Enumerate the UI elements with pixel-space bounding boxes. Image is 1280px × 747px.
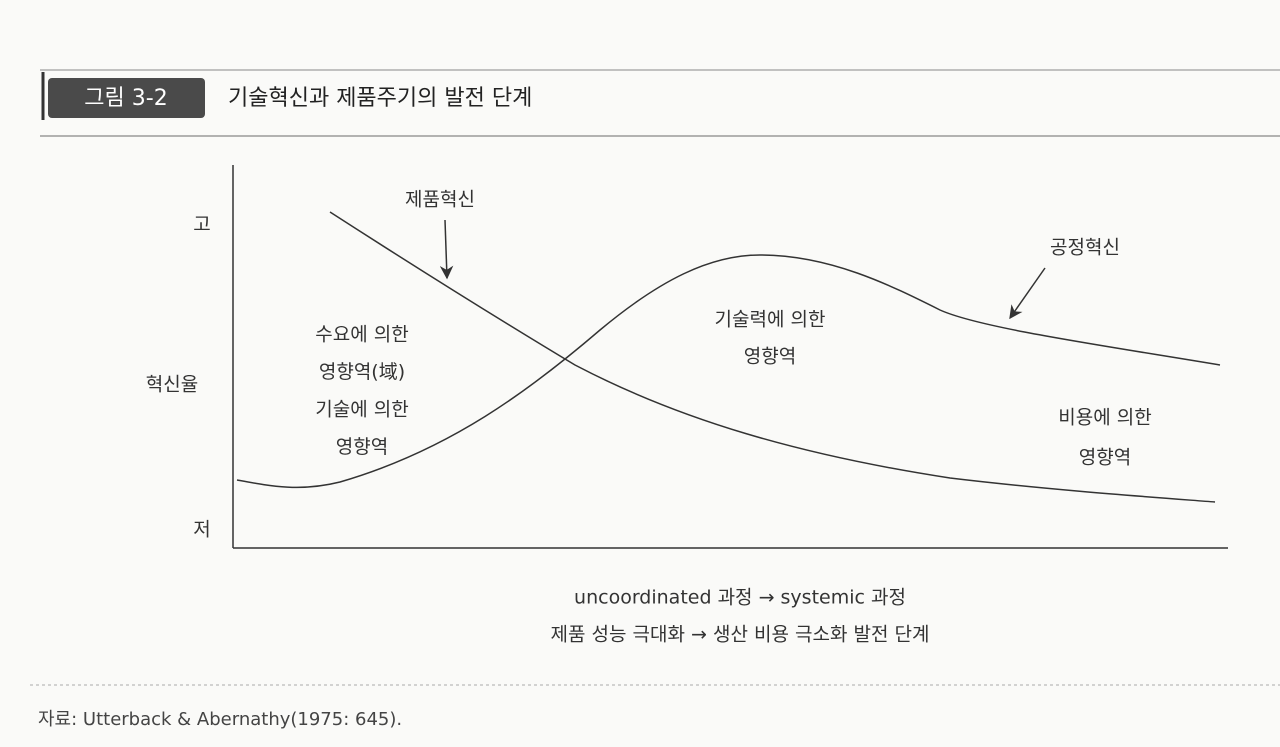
region-label: 영향역(域) <box>319 361 405 383</box>
process-arrow <box>1009 267 1046 320</box>
region-label: 영향역 <box>336 436 388 458</box>
region-label: 비용에 의한 <box>1058 407 1151 429</box>
product-arrow <box>439 219 454 280</box>
x-caption: 제품 성능 극대화 → 생산 비용 극소화 발전 단계 <box>551 624 930 646</box>
region-label: 영향역 <box>1079 447 1131 469</box>
figure-title: 기술혁신과 제품주기의 발전 단계 <box>228 86 532 111</box>
region-label: 영향역 <box>744 346 796 368</box>
region-label: 기술력에 의한 <box>715 309 826 331</box>
product-innovation-curve <box>329 211 1216 503</box>
figure-label: 그림 3-2 <box>84 86 167 111</box>
region-label: 수요에 의한 <box>315 324 408 346</box>
y-high: 고 <box>193 214 210 236</box>
y-axis-label: 혁신율 <box>146 374 198 396</box>
process-curve-label: 공정혁신 <box>1050 237 1120 259</box>
x-caption: uncoordinated 과정 → systemic 과정 <box>574 587 906 609</box>
source: 자료: Utterback & Abernathy(1975: 645). <box>38 709 402 730</box>
process-innovation-curve <box>236 254 1221 489</box>
y-low: 저 <box>193 519 210 541</box>
region-label: 기술에 의한 <box>315 399 408 421</box>
figure-label-box <box>48 78 205 118</box>
product-curve-label: 제품혁신 <box>405 189 475 211</box>
